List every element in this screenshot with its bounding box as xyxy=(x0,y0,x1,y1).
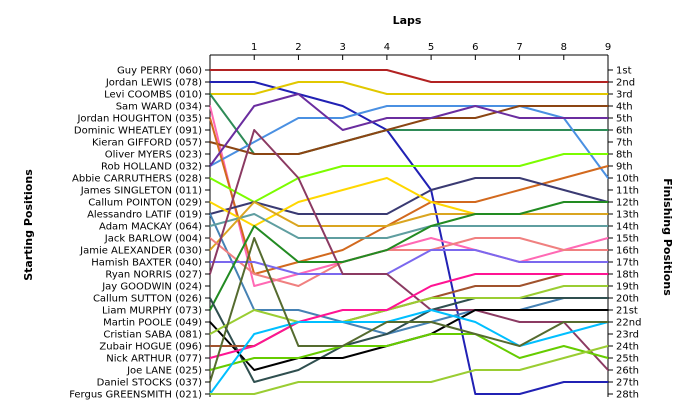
starting-label: Liam MURPHY (073) xyxy=(102,306,202,317)
finishing-label: 23rd xyxy=(616,330,639,341)
x-tick-label: 8 xyxy=(561,42,567,53)
starting-label: Guy PERRY (060) xyxy=(117,66,202,77)
starting-label: Kieran GIFFORD (057) xyxy=(92,138,202,149)
x-tick-label: 6 xyxy=(472,42,478,53)
finishing-label: 19th xyxy=(616,282,639,293)
x-tick-label: 9 xyxy=(605,42,611,53)
series-line xyxy=(209,333,609,371)
series-line xyxy=(209,237,609,383)
finishing-label: 20th xyxy=(616,294,639,305)
starting-label: Nick ARTHUR (077) xyxy=(106,354,202,365)
series-lines xyxy=(209,69,609,395)
starting-label: Callum POINTON (029) xyxy=(88,198,202,209)
starting-label: Rob HOLLAND (032) xyxy=(101,162,202,173)
x-tick-label: 1 xyxy=(251,42,257,53)
finishing-label: 14th xyxy=(616,222,639,233)
series-line xyxy=(209,81,609,95)
starting-label: Fergus GREENSMITH (021) xyxy=(69,390,202,401)
starting-label: Jordan LEWIS (078) xyxy=(105,78,202,89)
starting-label: Joe LANE (025) xyxy=(126,366,202,377)
finishing-label: 8th xyxy=(616,150,633,161)
finishing-label: 13th xyxy=(616,210,639,221)
finishing-label: 26th xyxy=(616,366,639,377)
series-line xyxy=(209,93,609,167)
series-line xyxy=(209,345,609,395)
starting-position-labels: Guy PERRY (060)Jordan LEWIS (078)Levi CO… xyxy=(69,66,210,401)
starting-label: Jordan HOUGHTON (035) xyxy=(76,114,202,125)
starting-label: Adam MACKAY (064) xyxy=(99,222,202,233)
starting-label: Alessandro LATIF (019) xyxy=(87,210,202,221)
series-line xyxy=(209,213,609,335)
finishing-label: 5th xyxy=(616,114,633,125)
finishing-label: 21st xyxy=(616,306,638,317)
x-tick-label: 4 xyxy=(384,42,390,53)
series-line xyxy=(209,309,609,395)
finishing-label: 28th xyxy=(616,390,639,401)
finishing-label: 18th xyxy=(616,270,639,281)
finishing-label: 11th xyxy=(616,186,639,197)
starting-label: Zubair HOGUE (096) xyxy=(99,342,202,353)
finishing-label: 12th xyxy=(616,198,639,209)
starting-label: Sam WARD (034) xyxy=(116,102,202,113)
finishing-label: 7th xyxy=(616,138,633,149)
starting-label: Jamie ALEXANDER (030) xyxy=(79,246,202,257)
x-axis-ticks: 1 2 3 4 5 6 7 8 9 xyxy=(251,42,611,60)
starting-label: Martin POOLE (049) xyxy=(103,318,202,329)
series-line xyxy=(209,273,609,359)
series-line xyxy=(209,249,609,275)
starting-label: Levi COOMBS (010) xyxy=(104,90,202,101)
series-line xyxy=(209,201,609,251)
starting-label: Abbie CARRUTHERS (028) xyxy=(72,174,202,185)
starting-label: Daniel STOCKS (037) xyxy=(97,378,202,389)
starting-label: Jay GOODWIN (024) xyxy=(101,282,202,293)
x-tick-label: 7 xyxy=(516,42,522,53)
series-line xyxy=(209,153,609,203)
chart-title: Laps xyxy=(393,14,422,27)
starting-label: Dominic WHEATLEY (091) xyxy=(74,126,202,137)
x-tick-label: 5 xyxy=(428,42,434,53)
series-line xyxy=(209,129,609,371)
x-tick-label: 2 xyxy=(295,42,301,53)
series-line xyxy=(209,213,609,239)
starting-label: Ryan NORRIS (027) xyxy=(105,270,202,281)
finishing-label: 16th xyxy=(616,246,639,257)
finishing-label: 10th xyxy=(616,174,639,185)
finishing-label: 2nd xyxy=(616,78,635,89)
finishing-label: 3rd xyxy=(616,90,633,101)
series-line xyxy=(209,105,609,179)
finishing-label: 1st xyxy=(616,66,632,77)
finishing-label: 6th xyxy=(616,126,633,137)
finishing-label: 17th xyxy=(616,258,639,269)
series-line xyxy=(209,285,609,335)
starting-label: Cristian SABA (081) xyxy=(103,330,202,341)
series-line xyxy=(209,177,609,215)
finishing-label: 15th xyxy=(616,234,639,245)
finishing-label: 22nd xyxy=(616,318,641,329)
x-tick-label: 3 xyxy=(339,42,345,53)
finishing-label: 9th xyxy=(616,162,633,173)
starting-label: Callum SUTTON (026) xyxy=(93,294,202,305)
y-axis-label-left: Starting Positions xyxy=(22,169,35,281)
y-axis-label-right: Finishing Positions xyxy=(661,178,674,296)
starting-label: Hamish BAXTER (040) xyxy=(91,258,202,269)
starting-label: Jack BARLOW (004) xyxy=(104,234,202,245)
finishing-position-labels: 1st2nd3rd4th5th6th7th8th9th10th11th12th1… xyxy=(608,66,641,401)
finishing-label: 25th xyxy=(616,354,639,365)
finishing-label: 24th xyxy=(616,342,639,353)
starting-label: James SINGLETON (011) xyxy=(80,186,202,197)
finishing-label: 27th xyxy=(616,378,639,389)
series-line xyxy=(209,201,609,311)
finishing-label: 4th xyxy=(616,102,633,113)
starting-label: Oliver MYERS (023) xyxy=(105,150,202,161)
series-line xyxy=(209,237,609,287)
series-line xyxy=(209,69,609,83)
